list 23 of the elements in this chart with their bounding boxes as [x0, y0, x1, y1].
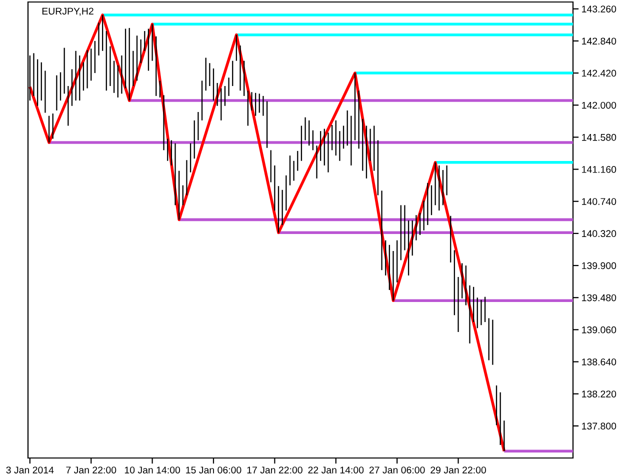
y-tick-label: 142.000 [582, 102, 616, 109]
text: EURJPY,H2 [42, 8, 94, 16]
y-tick-label: 138.640 [582, 358, 616, 366]
x-tick-label: 17 Jan 22:00 [247, 466, 302, 474]
y-tick-label: 138.220 [582, 390, 616, 398]
y-tick-label: 141.580 [582, 134, 616, 141]
y-tick-label: 139.060 [582, 326, 616, 334]
x-tick-label: 22 Jan 14:00 [308, 466, 364, 474]
x-tick-label: 10 Jan 14:00 [124, 466, 180, 474]
x-tick-label: 7 Jan 22:00 [66, 466, 116, 474]
y-tick-label: 140.740 [582, 198, 616, 205]
y-tick-label: 137.800 [582, 422, 616, 430]
x-tick-label: 27 Jan 06:00 [369, 466, 425, 474]
x-tick-label: 3 Jan 2014 [6, 466, 54, 474]
y-tick-label: 139.900 [582, 262, 616, 270]
y-tick-label: 143.260 [582, 6, 616, 12]
y-tick-label: 142.840 [582, 38, 616, 45]
y-tick-label: 141.160 [582, 166, 616, 173]
y-tick-label: 140.320 [582, 230, 616, 238]
x-tick-label: 15 Jan 06:00 [186, 466, 242, 474]
x-tick-label: 29 Jan 22:00 [430, 466, 486, 474]
y-tick-label: 139.480 [582, 294, 616, 302]
y-tick-label: 142.420 [582, 70, 616, 77]
